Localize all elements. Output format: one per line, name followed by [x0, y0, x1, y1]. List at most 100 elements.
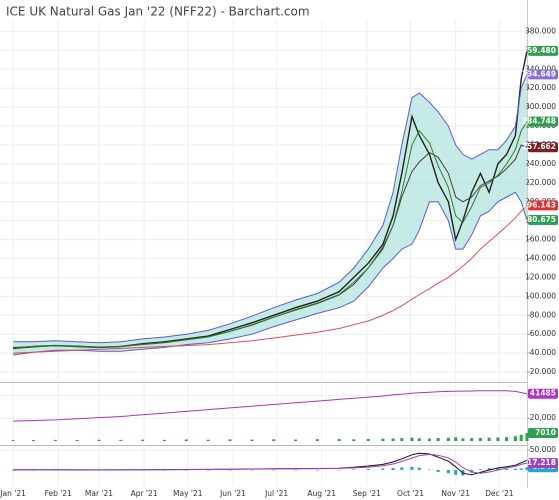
bar	[228, 469, 232, 471]
bar	[400, 438, 404, 441]
series-line	[13, 205, 528, 354]
chart-title: ICE UK Natural Gas Jan '22 (NFF22) - Bar…	[6, 5, 310, 19]
price-label-box	[528, 116, 558, 127]
y-tick-label: 50.000	[530, 445, 556, 454]
bar	[436, 438, 440, 441]
price-label-box	[528, 69, 558, 80]
bar	[366, 438, 370, 441]
price-label-box	[528, 388, 558, 399]
series-line	[13, 390, 528, 422]
bar	[525, 467, 529, 470]
x-tick-label: Jun '21	[219, 489, 246, 498]
price-label: 196.143	[522, 200, 556, 209]
y-tick-label: 20.000	[530, 367, 556, 376]
bar	[250, 439, 254, 441]
bar	[427, 438, 431, 441]
bar	[496, 468, 500, 470]
bar	[184, 439, 188, 441]
y-tick-label: 80.000	[530, 310, 556, 319]
bar	[470, 438, 474, 441]
y-tick-label: 380.000	[525, 26, 556, 35]
bar	[75, 439, 79, 441]
bar	[519, 434, 523, 441]
series-line	[13, 74, 528, 344]
bar	[119, 439, 123, 441]
y-tick-label: 120.000	[525, 272, 556, 281]
price-label: 180.675	[522, 215, 556, 224]
band-fill	[13, 74, 527, 356]
price-label-box	[528, 215, 558, 226]
price-label-box	[528, 142, 558, 153]
y-tick-label: 60.000	[530, 329, 556, 338]
bar	[446, 470, 450, 474]
bar	[478, 469, 482, 470]
bar	[525, 433, 529, 441]
y-tick-label: 300.000	[525, 102, 556, 111]
bar	[487, 468, 491, 470]
bar	[315, 439, 319, 441]
bar	[53, 439, 57, 441]
bar	[454, 437, 458, 441]
x-tick-label: Aug '21	[307, 489, 336, 498]
x-tick-label: Apr '21	[131, 489, 158, 498]
bar	[513, 468, 517, 470]
y-tick-label: 20,000	[530, 413, 556, 422]
price-label-box	[528, 200, 558, 211]
bar	[31, 439, 35, 441]
y-tick-label: 320.000	[525, 83, 556, 92]
bar	[461, 438, 465, 441]
y-tick-label: 40.000	[530, 348, 556, 357]
bar	[315, 469, 319, 471]
price-label: 284.748	[522, 117, 556, 126]
bar	[294, 439, 298, 441]
bar	[206, 469, 210, 471]
bar	[352, 469, 356, 470]
series-line	[13, 121, 528, 348]
bar	[417, 438, 421, 441]
bar	[184, 469, 188, 471]
bar	[206, 439, 210, 441]
bar	[272, 439, 276, 441]
bar	[11, 440, 15, 441]
price-label: 334.649	[522, 69, 556, 78]
x-tick-label: Jul '21	[264, 489, 288, 498]
price-label: 17.218	[527, 458, 556, 467]
price-label: 7010	[535, 428, 556, 437]
bar	[519, 468, 523, 470]
y-tick-label: 340.000	[525, 64, 556, 73]
bar	[391, 438, 395, 441]
price-label: 41485	[530, 389, 556, 398]
x-tick-label: Sep '21	[353, 489, 381, 498]
bar	[381, 438, 385, 441]
x-tick-label: Nov '21	[441, 489, 470, 498]
price-label: 257.662	[522, 142, 556, 151]
bar	[381, 468, 385, 470]
bar	[391, 467, 395, 470]
y-tick-label: 160.000	[525, 235, 556, 244]
bar	[337, 439, 341, 441]
x-tick-label: Dec '21	[485, 489, 514, 498]
bar	[417, 467, 421, 470]
bar	[294, 469, 298, 471]
bar	[272, 469, 276, 471]
bar	[410, 437, 414, 441]
series-line	[13, 453, 528, 474]
bar	[410, 466, 414, 470]
bar	[513, 436, 517, 441]
x-tick-label: May '21	[173, 489, 203, 498]
y-tick-label: 240.000	[525, 159, 556, 168]
bar	[97, 439, 101, 441]
y-tick-label: 140.000	[525, 254, 556, 263]
y-tick-label: 220.000	[525, 178, 556, 187]
bar	[141, 439, 145, 441]
series-line	[13, 191, 528, 356]
price-label-box	[528, 458, 558, 469]
bar	[478, 437, 482, 441]
bar	[454, 470, 458, 475]
bar	[446, 437, 450, 441]
y-tick-label: 100.000	[525, 291, 556, 300]
bar	[470, 470, 474, 473]
bar	[505, 468, 509, 470]
